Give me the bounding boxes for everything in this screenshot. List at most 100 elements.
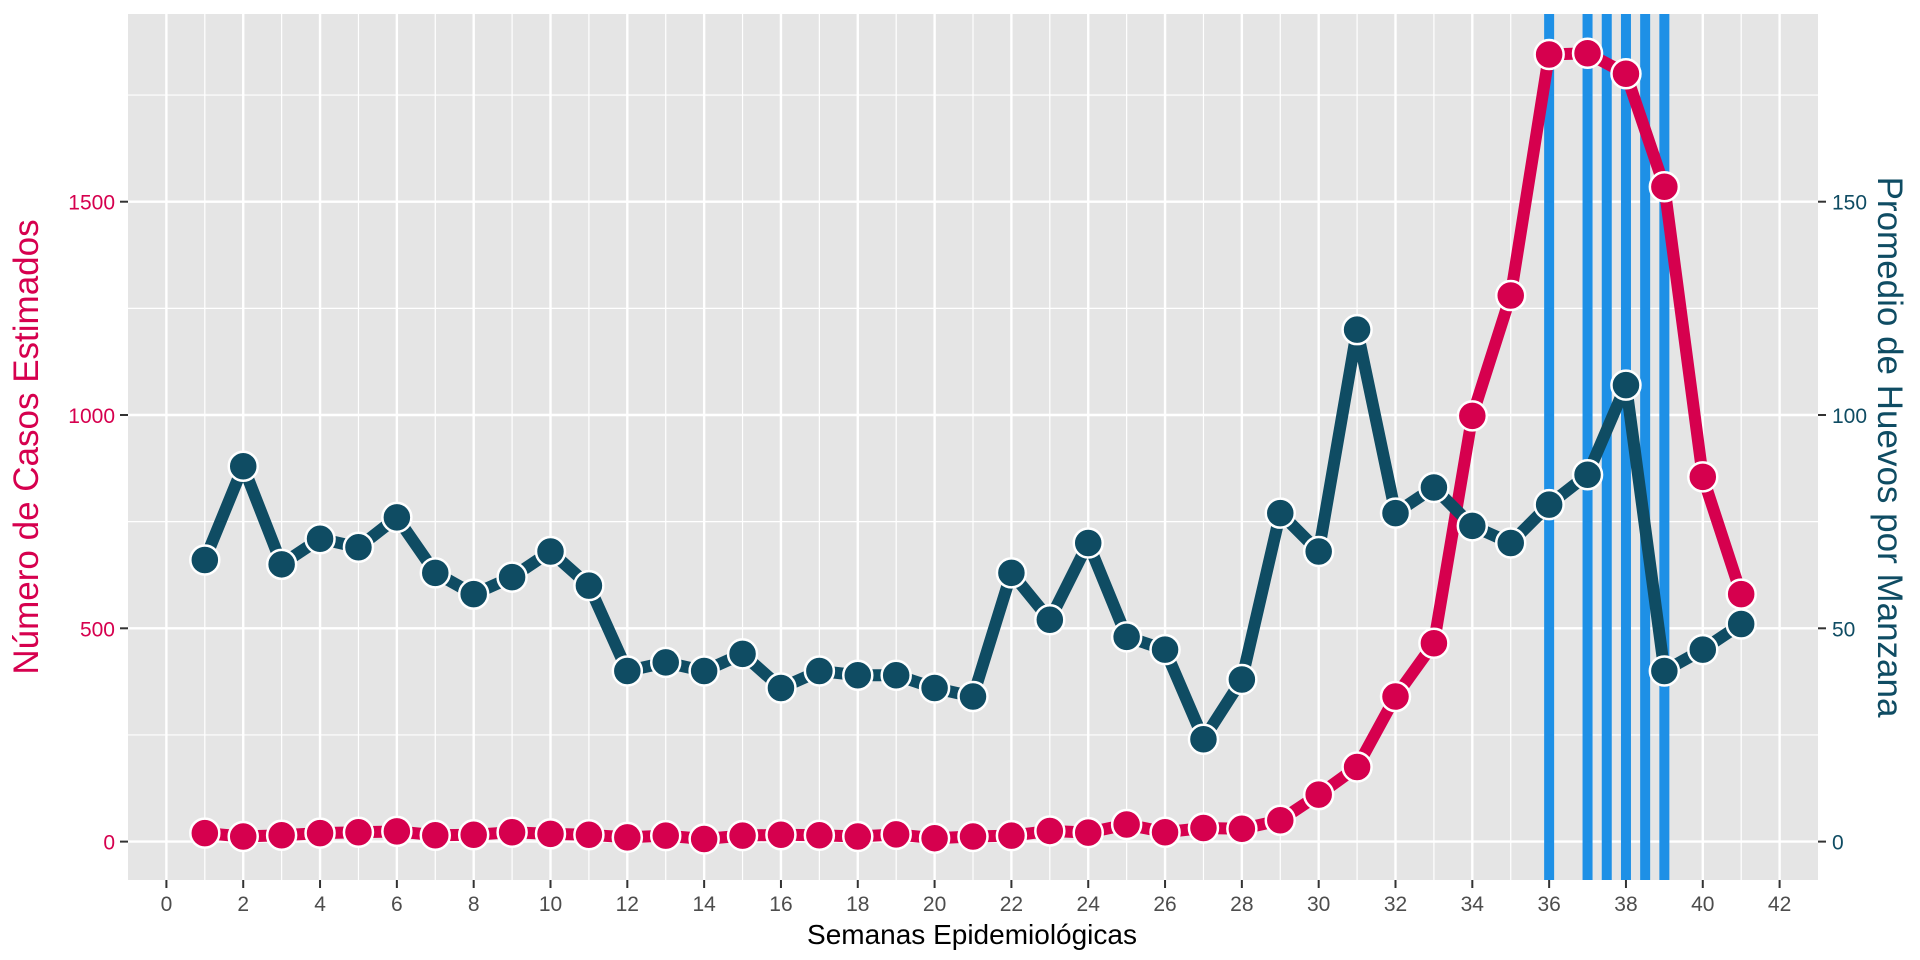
x-tick-label: 26 <box>1153 893 1176 916</box>
eggs-point <box>1610 369 1642 401</box>
cases-point <box>1187 812 1220 844</box>
cases-point <box>1494 279 1527 312</box>
series-eggs <box>189 313 1757 755</box>
x-tick-label: 38 <box>1614 893 1637 916</box>
eggs-point <box>573 569 605 602</box>
y-right-tick-label: 150 <box>1832 192 1867 215</box>
cases-point <box>1571 37 1604 69</box>
cases-point <box>918 822 951 854</box>
y-left-tick-label: 0 <box>103 832 115 855</box>
cases-point <box>1418 627 1450 659</box>
eggs-point <box>381 501 413 534</box>
eggs-point <box>342 531 375 564</box>
eggs-point <box>1418 471 1450 504</box>
cases-point <box>1110 808 1143 841</box>
x-axis-title: Semanas Epidemiológicas <box>807 919 1137 950</box>
eggs-point <box>1379 497 1412 529</box>
cases-point <box>1264 804 1297 837</box>
eggs-point <box>1725 608 1757 640</box>
y-axis-right-title: Promedio de Huevos por Manzana <box>1870 177 1909 718</box>
eggs-point <box>457 578 490 610</box>
cases-point <box>1456 400 1489 432</box>
cases-point <box>765 819 797 851</box>
x-tick-label: 2 <box>237 893 249 916</box>
eggs-point <box>803 655 836 687</box>
eggs-point <box>688 655 720 687</box>
eggs-point <box>1072 527 1104 559</box>
cases-point <box>726 819 759 852</box>
cases-point <box>611 821 644 854</box>
eggs-point <box>1533 488 1565 521</box>
x-tick-label: 14 <box>692 893 716 916</box>
cases-point <box>342 816 375 848</box>
eggs-point <box>1341 313 1373 346</box>
vertical-markers <box>1544 14 1670 880</box>
eggs-point <box>534 535 567 568</box>
cases-point <box>1149 816 1181 848</box>
cases-point <box>880 818 912 851</box>
eggs-point <box>649 646 682 679</box>
eggs-point <box>227 450 259 482</box>
cases-point <box>534 818 567 850</box>
eggs-point <box>419 557 452 589</box>
x-tick-label: 6 <box>391 893 403 916</box>
x-tick-label: 34 <box>1461 893 1485 916</box>
eggs-point <box>1187 723 1220 755</box>
y-right-tick-label: 100 <box>1832 405 1867 428</box>
cases-point <box>457 819 490 851</box>
cases-point <box>1610 57 1642 90</box>
x-tick-label: 10 <box>539 893 562 916</box>
eggs-point <box>1687 633 1719 666</box>
cases-point <box>957 820 989 853</box>
eggs-point <box>265 548 298 581</box>
y-left-tick-label: 500 <box>80 618 115 641</box>
eggs-point <box>726 638 759 670</box>
eggs-point <box>1302 535 1335 568</box>
eggs-point <box>304 522 336 555</box>
cases-point <box>1379 680 1412 713</box>
x-tick-label: 8 <box>468 893 480 916</box>
cases-point <box>1725 578 1757 610</box>
eggs-point <box>957 680 989 713</box>
cases-point <box>573 819 605 851</box>
cases-point <box>265 819 298 851</box>
cases-point <box>688 823 720 855</box>
cases-point <box>1034 815 1066 847</box>
series-cases <box>189 37 1757 855</box>
y-axis-right: 0 50 100 150 <box>1818 192 1867 855</box>
eggs-point <box>880 659 912 691</box>
eggs-point <box>1110 621 1143 653</box>
x-tick-label: 24 <box>1077 893 1101 916</box>
eggs-point <box>1034 604 1066 636</box>
x-tick-label: 20 <box>923 893 946 916</box>
eggs-point <box>1456 510 1489 542</box>
cases-point <box>1302 778 1335 811</box>
eggs-point <box>1226 663 1258 696</box>
cases-point <box>496 816 528 848</box>
cases-point <box>803 819 836 851</box>
y-axis-left-title: Número de Casos Estimados <box>7 219 46 674</box>
cases-point <box>1533 38 1565 71</box>
x-tick-label: 32 <box>1384 893 1407 916</box>
cases-point <box>649 819 682 852</box>
eggs-point <box>611 655 644 687</box>
eggs-point <box>1149 633 1181 666</box>
cases-point <box>227 820 259 853</box>
cases-point <box>1226 813 1258 845</box>
cases-point <box>304 817 336 849</box>
x-tick-label: 16 <box>769 893 792 916</box>
eggs-point <box>842 659 874 691</box>
y-right-tick-label: 0 <box>1832 832 1844 855</box>
y-axis-left: 0 500 1000 1500 <box>68 192 128 855</box>
x-tick-label: 4 <box>314 893 326 916</box>
eggs-point <box>496 561 528 593</box>
y-right-tick-label: 50 <box>1832 618 1855 641</box>
x-axis: 0 2 4 6 8 10 12 14 16 18 20 22 24 26 28 30 32 34 36 38 40 42 <box>161 880 1791 916</box>
eggs-point <box>765 672 797 704</box>
y-left-tick-label: 1500 <box>68 192 115 215</box>
eggs-point <box>1571 458 1604 491</box>
eggs-point <box>1648 655 1681 687</box>
eggs-point <box>918 672 951 704</box>
cases-point <box>995 819 1028 852</box>
